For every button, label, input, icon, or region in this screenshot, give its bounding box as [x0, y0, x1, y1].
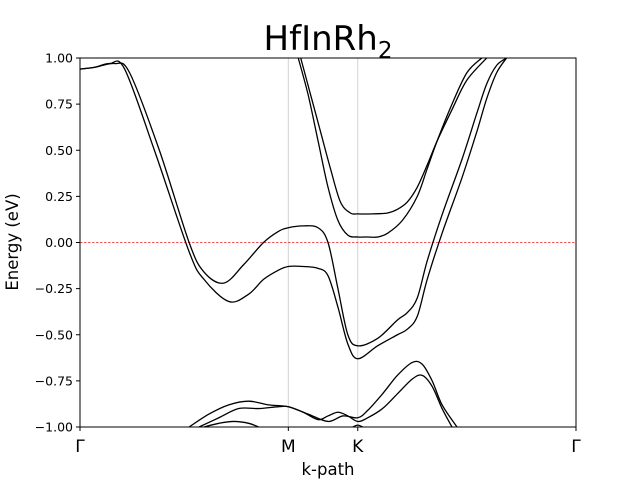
band-line-6 — [203, 420, 259, 427]
x-tick-label-3: Γ — [571, 437, 581, 457]
band-line-1 — [80, 58, 507, 347]
y-tick-label-0: −1.00 — [35, 420, 73, 435]
energy-bands — [80, 58, 508, 427]
x-tick-label-0: Γ — [75, 437, 85, 457]
y-tick-label-3: −0.25 — [35, 281, 73, 296]
y-tick-label-1: −0.75 — [35, 373, 73, 388]
band-line-5 — [198, 374, 453, 427]
x-tick-label-1: M — [281, 437, 296, 457]
band-line-7 — [352, 424, 363, 427]
band-line-3 — [300, 58, 488, 215]
x-axis-label: k-path — [301, 460, 354, 479]
y-axis-ticks: −1.00 −0.75 −0.50 −0.25 0.00 0.25 0.50 0.75 1.00 — [35, 51, 80, 435]
band-line-2 — [297, 58, 483, 238]
y-tick-label-4: 0.00 — [45, 235, 73, 250]
y-tick-label-7: 0.75 — [45, 97, 73, 112]
band-line-4 — [188, 360, 458, 427]
y-tick-label-5: 0.25 — [45, 189, 73, 204]
y-tick-label-8: 1.00 — [45, 51, 73, 66]
x-tick-label-2: K — [352, 437, 364, 457]
high-symmetry-lines — [287, 58, 359, 427]
y-tick-label-6: 0.50 — [45, 143, 73, 158]
band-line-0 — [80, 58, 508, 360]
y-axis-label: Energy (eV) — [3, 193, 22, 290]
chart-title: HfInRh2 — [264, 19, 393, 64]
chart-title-subscript: 2 — [378, 38, 393, 64]
y-tick-label-2: −0.50 — [35, 327, 73, 342]
